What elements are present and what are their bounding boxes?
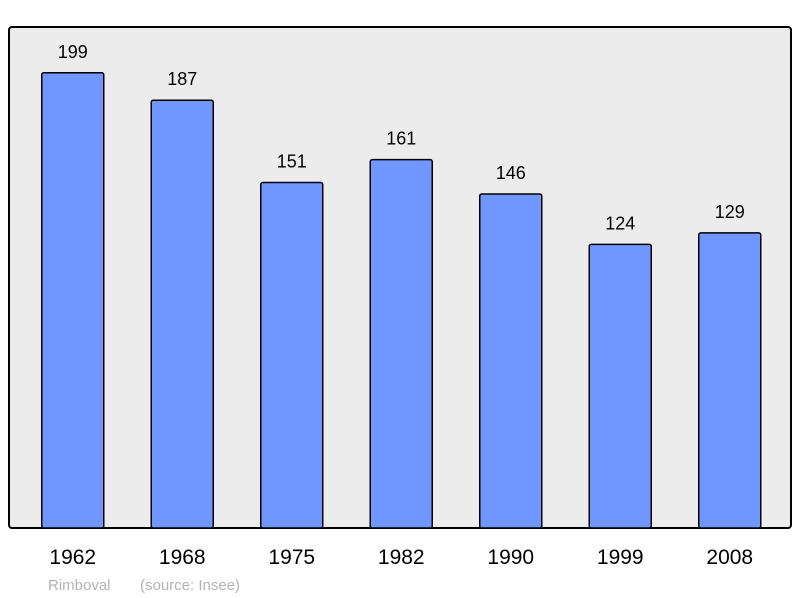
footer-source: (source: Insee) xyxy=(140,577,240,594)
x-tick-label-1982: 1982 xyxy=(378,546,425,569)
data-label-1990: 146 xyxy=(496,163,526,183)
bar-1975 xyxy=(260,181,324,529)
data-label-1968: 187 xyxy=(167,69,197,89)
x-tick-label-1962: 1962 xyxy=(49,546,96,569)
x-tick-label-2008: 2008 xyxy=(706,546,753,569)
bar-1962 xyxy=(41,72,105,529)
bar-1999 xyxy=(588,243,652,529)
bar-1990 xyxy=(479,193,543,529)
bar-1982 xyxy=(369,158,433,529)
footer-place: Rimboval xyxy=(48,577,111,594)
data-label-1962: 199 xyxy=(58,42,88,62)
x-tick-label-1968: 1968 xyxy=(159,546,206,569)
data-label-1982: 161 xyxy=(386,129,416,149)
data-label-2008: 129 xyxy=(715,202,745,222)
data-label-1999: 124 xyxy=(605,213,635,233)
x-tick-label-1990: 1990 xyxy=(487,546,534,569)
bar-1968 xyxy=(150,99,214,529)
data-label-1975: 151 xyxy=(277,152,307,172)
x-tick-label-1999: 1999 xyxy=(597,546,644,569)
x-tick-label-1975: 1975 xyxy=(268,546,315,569)
bar-2008 xyxy=(698,232,762,529)
